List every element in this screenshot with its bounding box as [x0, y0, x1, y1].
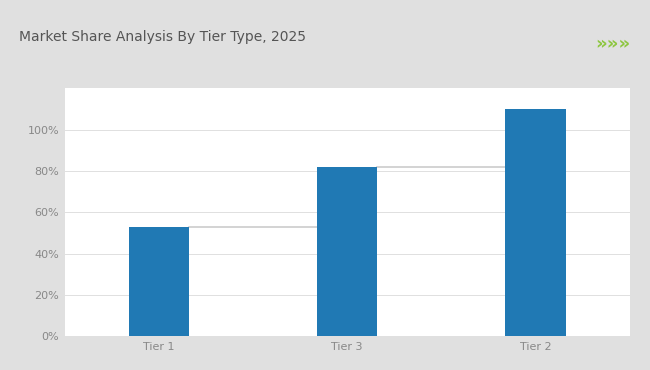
Text: Market Share Analysis By Tier Type, 2025: Market Share Analysis By Tier Type, 2025 [20, 30, 306, 44]
Bar [317, 167, 377, 336]
Bar [505, 109, 566, 336]
Bar [129, 227, 189, 336]
Text: »»»: »»» [595, 36, 630, 54]
